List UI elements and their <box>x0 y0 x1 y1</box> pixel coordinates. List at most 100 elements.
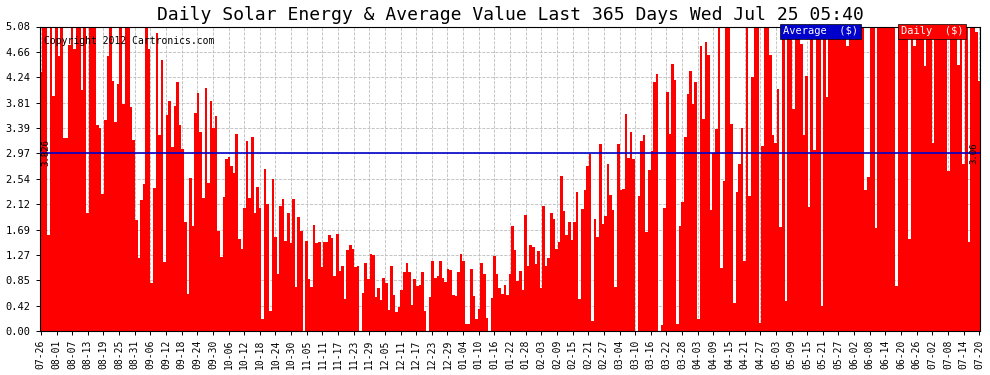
Bar <box>78 27 81 331</box>
Bar <box>813 150 816 331</box>
Bar <box>831 27 834 331</box>
Bar <box>62 138 65 331</box>
Bar <box>498 288 501 331</box>
Bar <box>122 104 125 331</box>
Bar <box>609 195 612 331</box>
Bar <box>785 301 787 331</box>
Bar <box>225 159 228 331</box>
Bar <box>779 227 782 331</box>
Bar <box>244 208 246 331</box>
Bar <box>292 199 295 331</box>
Bar <box>238 240 241 331</box>
Bar <box>130 107 133 331</box>
Bar <box>872 27 875 331</box>
Bar <box>287 213 290 331</box>
Bar <box>816 27 818 331</box>
Bar <box>251 137 253 331</box>
Bar <box>798 27 800 331</box>
Bar <box>269 311 271 331</box>
Bar <box>150 283 153 331</box>
Bar <box>91 27 94 331</box>
Bar <box>48 235 50 331</box>
Bar <box>705 42 707 331</box>
Bar <box>960 27 962 331</box>
Bar <box>758 322 761 331</box>
Bar <box>620 190 622 331</box>
Bar <box>911 27 914 331</box>
Bar <box>949 27 952 331</box>
Bar <box>83 27 86 331</box>
Bar <box>305 241 308 331</box>
Bar <box>434 278 437 331</box>
Bar <box>641 141 643 331</box>
Bar <box>96 125 99 331</box>
Bar <box>769 56 771 331</box>
Bar <box>728 27 731 331</box>
Bar <box>661 325 663 331</box>
Bar <box>212 128 215 331</box>
Bar <box>414 279 416 331</box>
Bar <box>491 298 493 331</box>
Bar <box>864 190 867 331</box>
Bar <box>339 271 342 331</box>
Bar <box>766 27 769 331</box>
Bar <box>459 254 462 331</box>
Bar <box>736 192 739 331</box>
Bar <box>940 27 941 331</box>
Bar <box>194 113 197 331</box>
Bar <box>676 324 679 331</box>
Bar <box>160 60 163 331</box>
Bar <box>429 297 432 331</box>
Bar <box>148 50 150 331</box>
Bar <box>702 119 705 331</box>
Bar <box>457 273 459 331</box>
Bar <box>478 309 480 331</box>
Text: 3.06: 3.06 <box>969 142 978 164</box>
Bar <box>493 256 496 331</box>
Bar <box>581 209 583 331</box>
Bar <box>638 196 641 331</box>
Bar <box>65 138 68 331</box>
Bar <box>261 319 264 331</box>
Bar <box>356 266 359 331</box>
Bar <box>220 257 223 331</box>
Bar <box>342 266 344 331</box>
Bar <box>604 216 607 331</box>
Bar <box>615 286 617 331</box>
Bar <box>710 210 713 331</box>
Bar <box>666 92 668 331</box>
Text: Copyright 2012 Cartronics.com: Copyright 2012 Cartronics.com <box>45 36 215 46</box>
Bar <box>40 72 43 331</box>
Bar <box>398 308 401 331</box>
Bar <box>843 27 846 331</box>
Bar <box>906 27 908 331</box>
Bar <box>547 258 550 331</box>
Bar <box>633 159 635 331</box>
Bar <box>50 27 52 331</box>
Bar <box>761 146 764 331</box>
Bar <box>544 266 547 331</box>
Bar <box>166 115 168 331</box>
Bar <box>480 263 483 331</box>
Bar <box>570 240 573 331</box>
Bar <box>837 27 839 331</box>
Bar <box>184 222 186 331</box>
Bar <box>218 231 220 331</box>
Bar <box>643 135 645 331</box>
Bar <box>168 101 171 331</box>
Bar <box>914 46 916 331</box>
Bar <box>854 27 856 331</box>
Bar <box>842 27 843 331</box>
Bar <box>385 284 388 331</box>
Bar <box>890 27 893 331</box>
Bar <box>655 75 658 331</box>
Bar <box>369 254 372 331</box>
Bar <box>782 27 785 331</box>
Bar <box>650 151 653 331</box>
Bar <box>504 285 506 331</box>
Bar <box>919 27 922 331</box>
Bar <box>532 247 535 331</box>
Bar <box>935 27 937 331</box>
Bar <box>726 27 728 331</box>
Bar <box>565 234 568 331</box>
